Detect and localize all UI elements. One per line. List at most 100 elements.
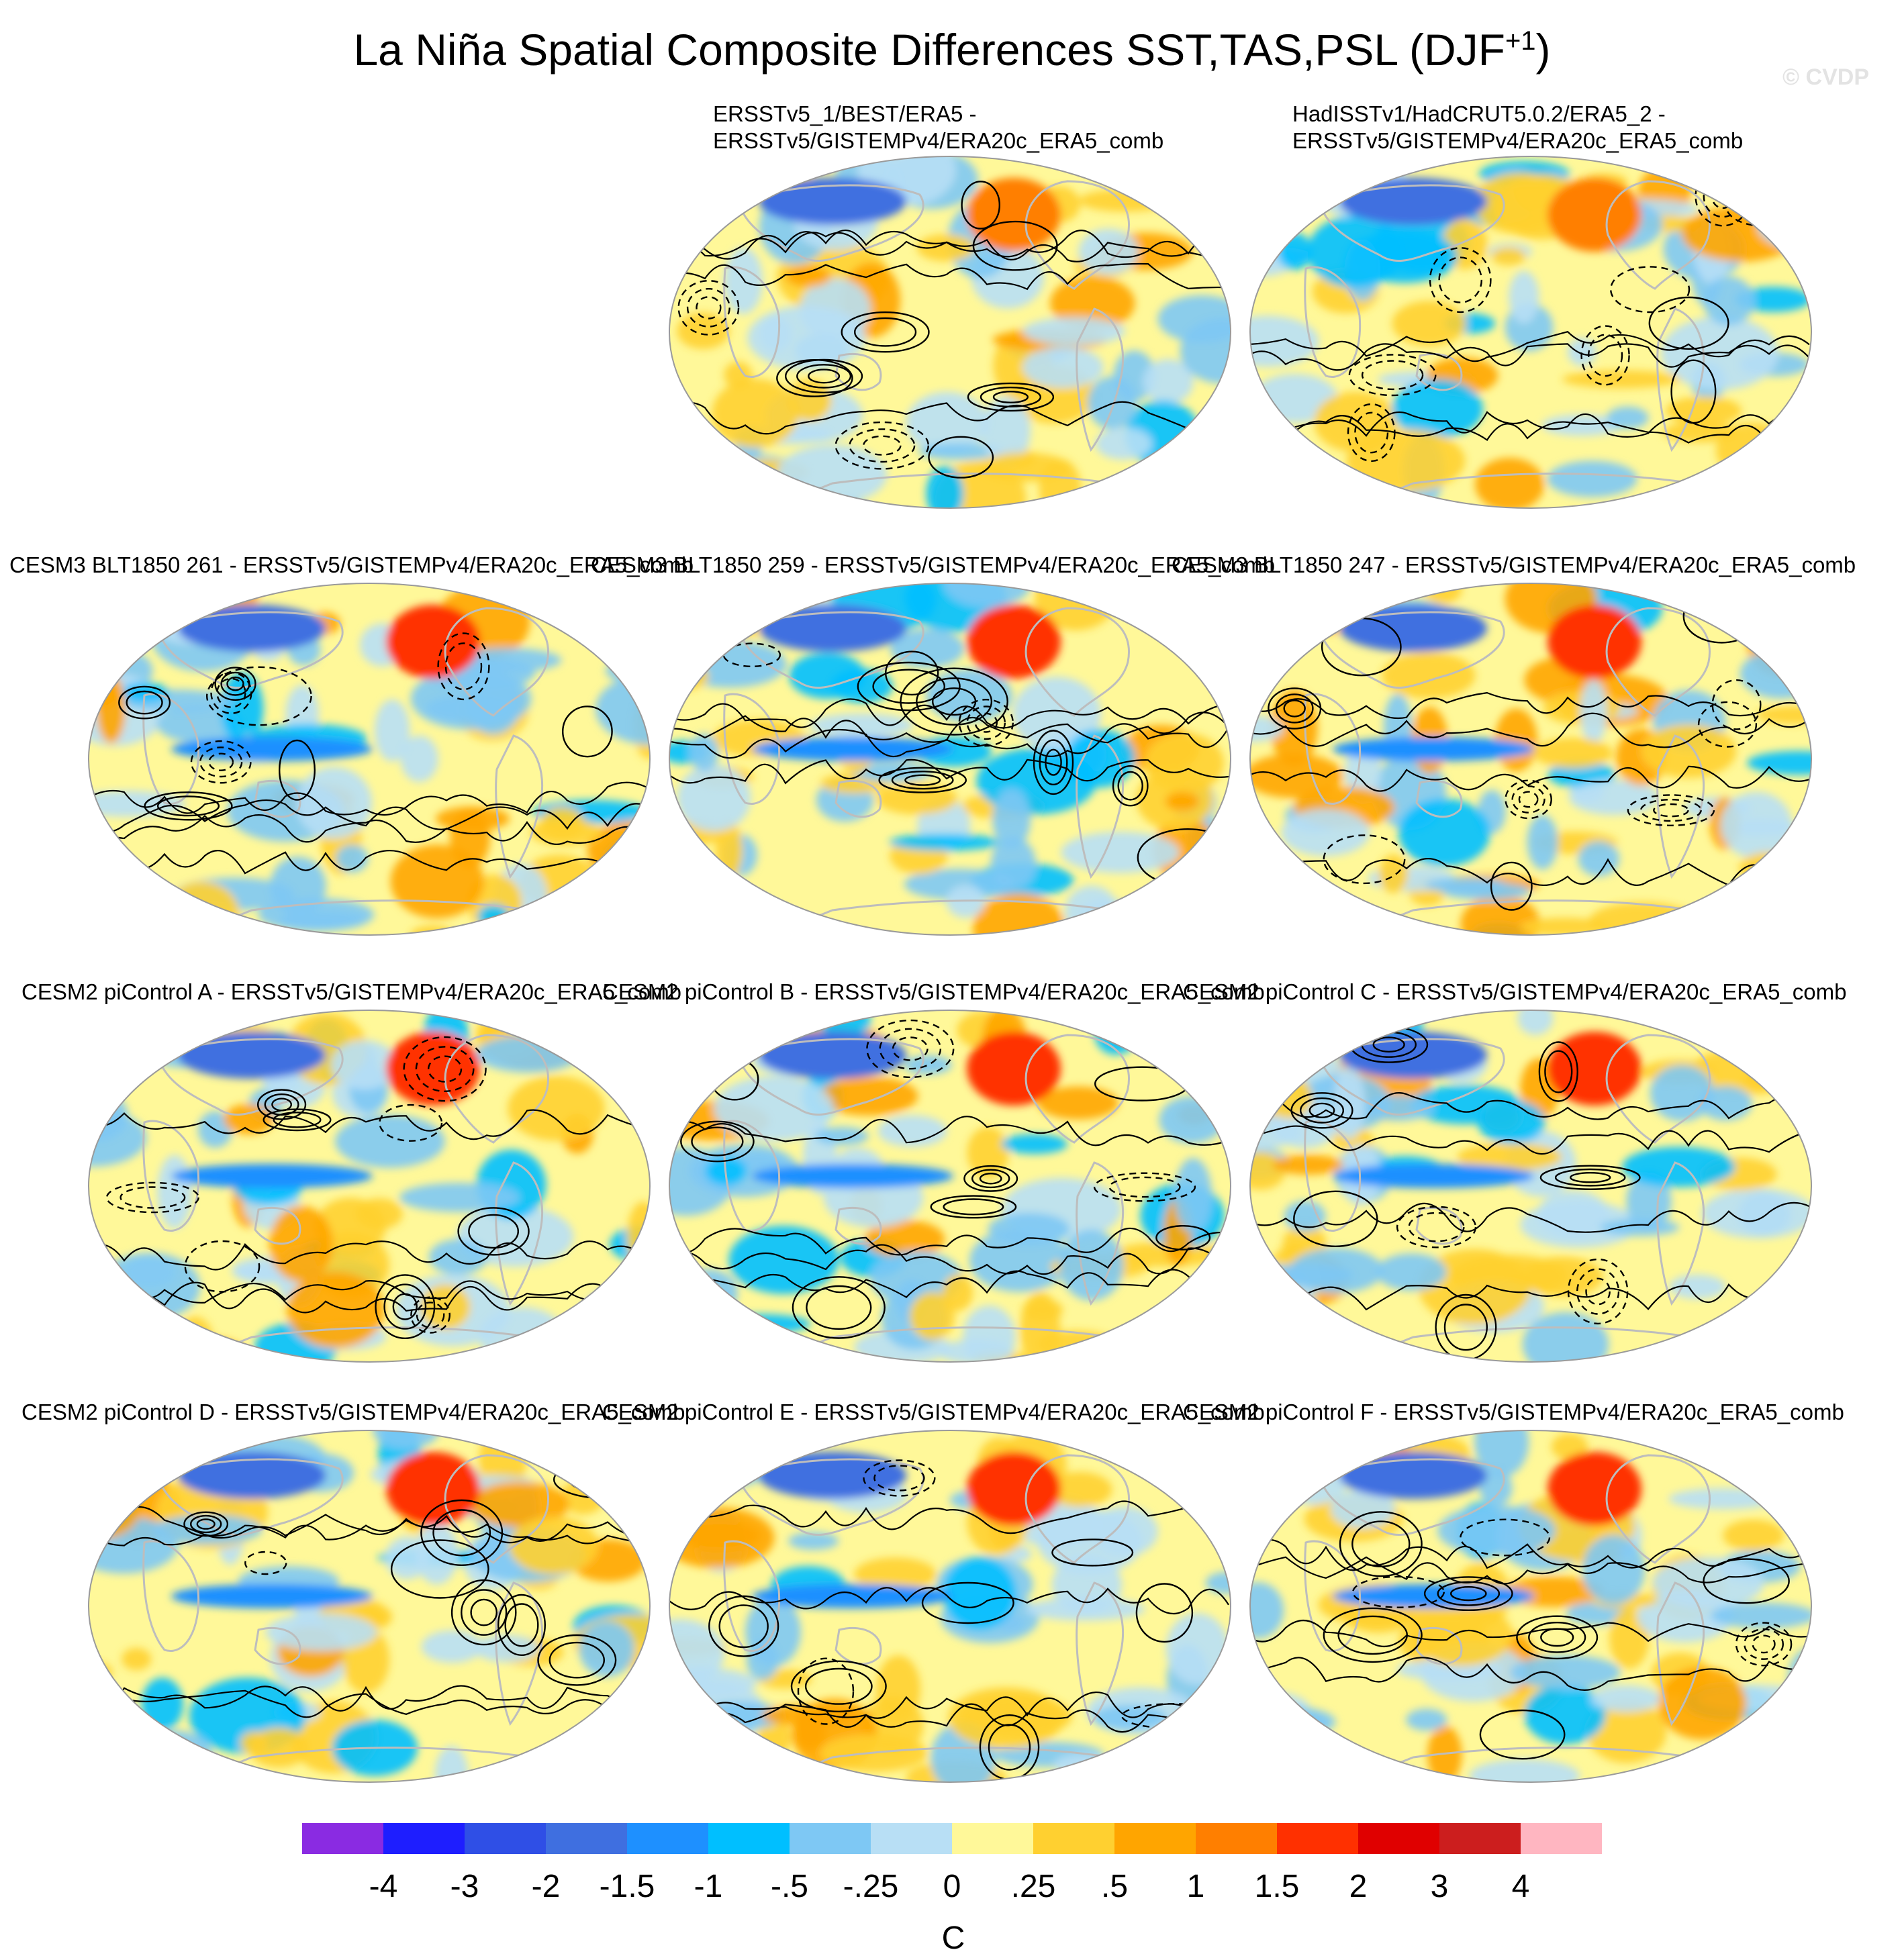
equatorial-cold-tongue	[752, 1584, 953, 1608]
anomaly-patch	[1250, 715, 1284, 742]
psl-contour	[863, 1459, 936, 1497]
anomaly-patch	[1381, 652, 1476, 699]
colorbar-swatch	[952, 1823, 1033, 1854]
anomaly-patch	[714, 1076, 834, 1141]
coastline	[254, 1626, 301, 1665]
psl-contour	[89, 799, 649, 832]
psl-contour	[1576, 1268, 1620, 1315]
psl-contour	[854, 317, 917, 347]
psl-contour	[450, 1579, 517, 1646]
psl-contour	[1449, 1586, 1487, 1602]
psl-contour	[1490, 861, 1533, 911]
psl-contour	[461, 1589, 508, 1636]
anomaly-patch	[1786, 853, 1811, 880]
anomaly-patch	[1133, 583, 1206, 607]
psl-contour	[189, 1514, 222, 1534]
anomaly-patch	[400, 735, 438, 782]
anomaly-patch	[904, 1055, 952, 1075]
psl-contour	[1250, 1538, 1810, 1571]
psl-contour	[1539, 1165, 1641, 1190]
psl-contour	[105, 1181, 199, 1214]
psl-contour	[1516, 1615, 1599, 1660]
anomaly-patch	[1580, 679, 1607, 744]
psl-contour	[375, 1274, 436, 1339]
psl-contour	[1108, 1176, 1181, 1198]
anomaly-patch	[1059, 1230, 1124, 1301]
anomaly-patch	[240, 1731, 269, 1755]
map-border	[88, 1430, 651, 1783]
psl-contour	[1250, 1092, 1810, 1120]
coastline	[444, 1454, 549, 1564]
psl-contour	[1711, 679, 1762, 730]
colorbar-swatch	[1196, 1823, 1277, 1854]
map-panel-2	[1249, 156, 1812, 509]
anomaly-patch	[685, 1277, 716, 1350]
anomaly-patch	[789, 652, 866, 699]
map-border	[669, 1430, 1231, 1783]
map-border	[1249, 1010, 1812, 1363]
psl-contour	[680, 1120, 755, 1163]
coastline	[1656, 307, 1705, 452]
panel-title-3: CESM3 BLT1850 261 - ERSSTv5/GISTEMPv4/ER…	[9, 552, 694, 577]
anomaly-patch	[777, 444, 888, 505]
anomaly-patch	[1251, 585, 1329, 626]
anomaly-patch	[1364, 1095, 1434, 1121]
panel-title-9: CESM2 piControl D - ERSSTv5/GISTEMPv4/ER…	[21, 1400, 685, 1424]
psl-contour	[677, 279, 740, 336]
anomaly-patch	[623, 583, 650, 647]
anomaly-patch	[1703, 276, 1755, 326]
colorbar-tick-label: -1.5	[600, 1869, 655, 1904]
anomaly-patch	[1165, 1613, 1229, 1685]
anomaly-patch	[157, 1155, 192, 1229]
psl-contour	[1339, 1511, 1423, 1577]
psl-contour	[205, 666, 312, 726]
anomaly-patch	[1250, 315, 1319, 367]
psl-contour	[226, 676, 244, 691]
panel-title-2: HadISSTv1/HadCRUT5.0.2/ERA5_2 - ERSSTv5/G…	[1292, 101, 1744, 153]
psl-contour	[89, 1279, 649, 1304]
anomaly-patch	[1524, 1684, 1606, 1745]
psl-contour	[497, 1594, 546, 1657]
anomaly-patch	[1147, 908, 1231, 930]
psl-contour	[156, 795, 220, 817]
psl-contour	[921, 1581, 1014, 1624]
psl-contour	[1505, 779, 1552, 820]
psl-contour	[1250, 343, 1810, 371]
psl-contour	[722, 642, 781, 667]
anomaly-patch	[1180, 318, 1231, 384]
equatorial-cold-tongue	[1333, 737, 1534, 761]
map-border	[88, 1010, 651, 1363]
anomaly-patch	[104, 1430, 164, 1449]
anomaly-patch	[1739, 852, 1799, 885]
coastline	[156, 1458, 344, 1536]
anomaly-patch	[969, 1228, 1069, 1292]
anomaly-patch	[89, 1452, 136, 1520]
coastline	[1415, 779, 1463, 818]
anomaly-patch	[785, 265, 831, 287]
anomaly-patch	[508, 1075, 605, 1141]
psl-contour	[120, 1186, 186, 1209]
map-panel-4	[669, 583, 1231, 936]
anomaly-patch	[1764, 583, 1811, 642]
anomaly-patch	[139, 1732, 175, 1771]
colorbar-swatch	[1358, 1823, 1439, 1854]
psl-contour	[89, 1690, 649, 1718]
equatorial-cold-tongue	[171, 1584, 373, 1608]
anomaly-patch	[1250, 1698, 1294, 1725]
psl-contour	[89, 1519, 649, 1547]
panel-title-10: CESM2 piControl E - ERSSTv5/GISTEMPv4/ER…	[602, 1400, 1265, 1424]
map-panel-6	[88, 1010, 651, 1363]
psl-contour	[891, 771, 954, 790]
anomaly-patch	[1022, 317, 1125, 346]
coastline	[1605, 1454, 1711, 1564]
anomaly-patch	[824, 499, 866, 508]
psl-contour	[416, 1302, 445, 1328]
map-border	[669, 1010, 1231, 1363]
psl-contour	[669, 698, 1229, 729]
anomaly-patch	[1475, 458, 1545, 508]
psl-contour	[1528, 1621, 1586, 1653]
anomaly-patch	[581, 1285, 650, 1348]
psl-contour	[669, 262, 1229, 291]
anomaly-patch	[1145, 732, 1225, 793]
colorbar-tick-label: -.25	[843, 1869, 899, 1904]
